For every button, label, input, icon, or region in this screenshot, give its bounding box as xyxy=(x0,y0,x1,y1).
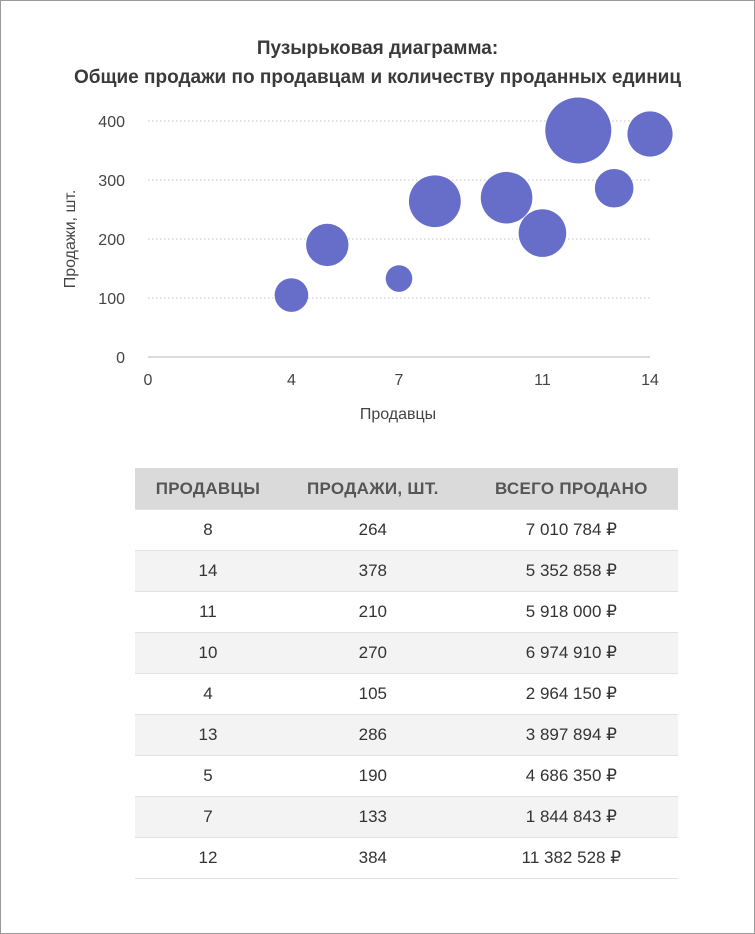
bubble xyxy=(274,278,309,312)
column-header-sellers: ПРОДАВЦЫ xyxy=(135,468,281,510)
cell-units: 270 xyxy=(280,632,465,674)
y-tick-label: 100 xyxy=(98,291,125,308)
bubble xyxy=(545,97,612,164)
cell-units: 384 xyxy=(280,837,465,879)
cell-units: 378 xyxy=(280,550,465,592)
bubble xyxy=(385,265,413,292)
x-tick-label: 11 xyxy=(534,372,551,389)
table-row: 10 270 6 974 910 ₽ xyxy=(135,632,678,674)
chart-title: Пузырьковая диаграмма: Общие продажи по … xyxy=(0,34,755,92)
y-tick-label: 300 xyxy=(98,173,125,190)
table-row: 5 190 4 686 350 ₽ xyxy=(135,755,678,797)
x-tick-label: 14 xyxy=(641,372,659,389)
x-tick-label: 7 xyxy=(395,372,404,389)
cell-sellers: 8 xyxy=(135,509,281,551)
cell-units: 105 xyxy=(280,673,465,715)
bubble xyxy=(408,175,461,228)
table-row: 14 378 5 352 858 ₽ xyxy=(135,550,678,592)
cell-units: 190 xyxy=(280,755,465,797)
cell-total: 1 844 843 ₽ xyxy=(464,796,678,838)
y-axis-ticks: 0 100 200 300 400 xyxy=(98,114,125,367)
cell-total: 7 010 784 ₽ xyxy=(464,509,678,551)
cell-sellers: 10 xyxy=(135,632,281,674)
cell-total: 11 382 528 ₽ xyxy=(464,837,678,879)
cell-sellers: 4 xyxy=(135,673,281,715)
cell-units: 264 xyxy=(280,509,465,551)
bubbles xyxy=(274,97,673,312)
cell-sellers: 13 xyxy=(135,714,281,756)
chart-title-line2: Общие продажи по продавцам и количеству … xyxy=(73,67,682,88)
table-row: 12 384 11 382 528 ₽ xyxy=(135,837,678,879)
x-tick-label: 4 xyxy=(287,372,296,389)
column-header-total: ВСЕГО ПРОДАНО xyxy=(464,468,678,510)
x-axis-ticks: 0 4 7 11 14 xyxy=(144,372,659,389)
cell-total: 3 897 894 ₽ xyxy=(464,714,678,756)
bubble xyxy=(306,223,349,267)
table-row: 7 133 1 844 843 ₽ xyxy=(135,796,678,838)
column-header-units: ПРОДАЖИ, ШТ. xyxy=(280,468,465,510)
bubble xyxy=(480,171,533,224)
cell-total: 5 352 858 ₽ xyxy=(464,550,678,592)
bubble xyxy=(518,209,567,257)
bubble xyxy=(594,168,634,208)
sales-table: ПРОДАВЦЫ ПРОДАЖИ, ШТ. ВСЕГО ПРОДАНО 8 26… xyxy=(135,468,678,879)
grid-lines xyxy=(148,120,650,358)
cell-total: 4 686 350 ₽ xyxy=(464,755,678,797)
table-header-row: ПРОДАВЦЫ ПРОДАЖИ, ШТ. ВСЕГО ПРОДАНО xyxy=(135,468,678,510)
cell-units: 133 xyxy=(280,796,465,838)
cell-sellers: 5 xyxy=(135,755,281,797)
cell-total: 6 974 910 ₽ xyxy=(464,632,678,674)
y-tick-label: 200 xyxy=(98,232,125,249)
x-tick-label: 0 xyxy=(144,372,153,389)
table-row: 8 264 7 010 784 ₽ xyxy=(135,509,678,551)
cell-sellers: 11 xyxy=(135,591,281,633)
y-tick-label: 400 xyxy=(98,114,125,131)
table-row: 11 210 5 918 000 ₽ xyxy=(135,591,678,633)
cell-units: 210 xyxy=(280,591,465,633)
cell-sellers: 14 xyxy=(135,550,281,592)
cell-total: 5 918 000 ₽ xyxy=(464,591,678,633)
table-row: 4 105 2 964 150 ₽ xyxy=(135,673,678,715)
x-axis-title: Продавцы xyxy=(360,406,436,423)
table-row: 13 286 3 897 894 ₽ xyxy=(135,714,678,756)
cell-sellers: 7 xyxy=(135,796,281,838)
chart-title-line1: Пузырьковая диаграмма: xyxy=(256,38,499,59)
y-axis-title: Продажи, шт. xyxy=(62,190,79,289)
bubble xyxy=(627,111,673,157)
y-tick-label: 0 xyxy=(116,350,125,367)
bubble-chart: 0 100 200 300 400 0 4 7 11 14 Продажи, шт. Прода… xyxy=(62,97,673,423)
cell-sellers: 12 xyxy=(135,837,281,879)
cell-total: 2 964 150 ₽ xyxy=(464,673,678,715)
cell-units: 286 xyxy=(280,714,465,756)
